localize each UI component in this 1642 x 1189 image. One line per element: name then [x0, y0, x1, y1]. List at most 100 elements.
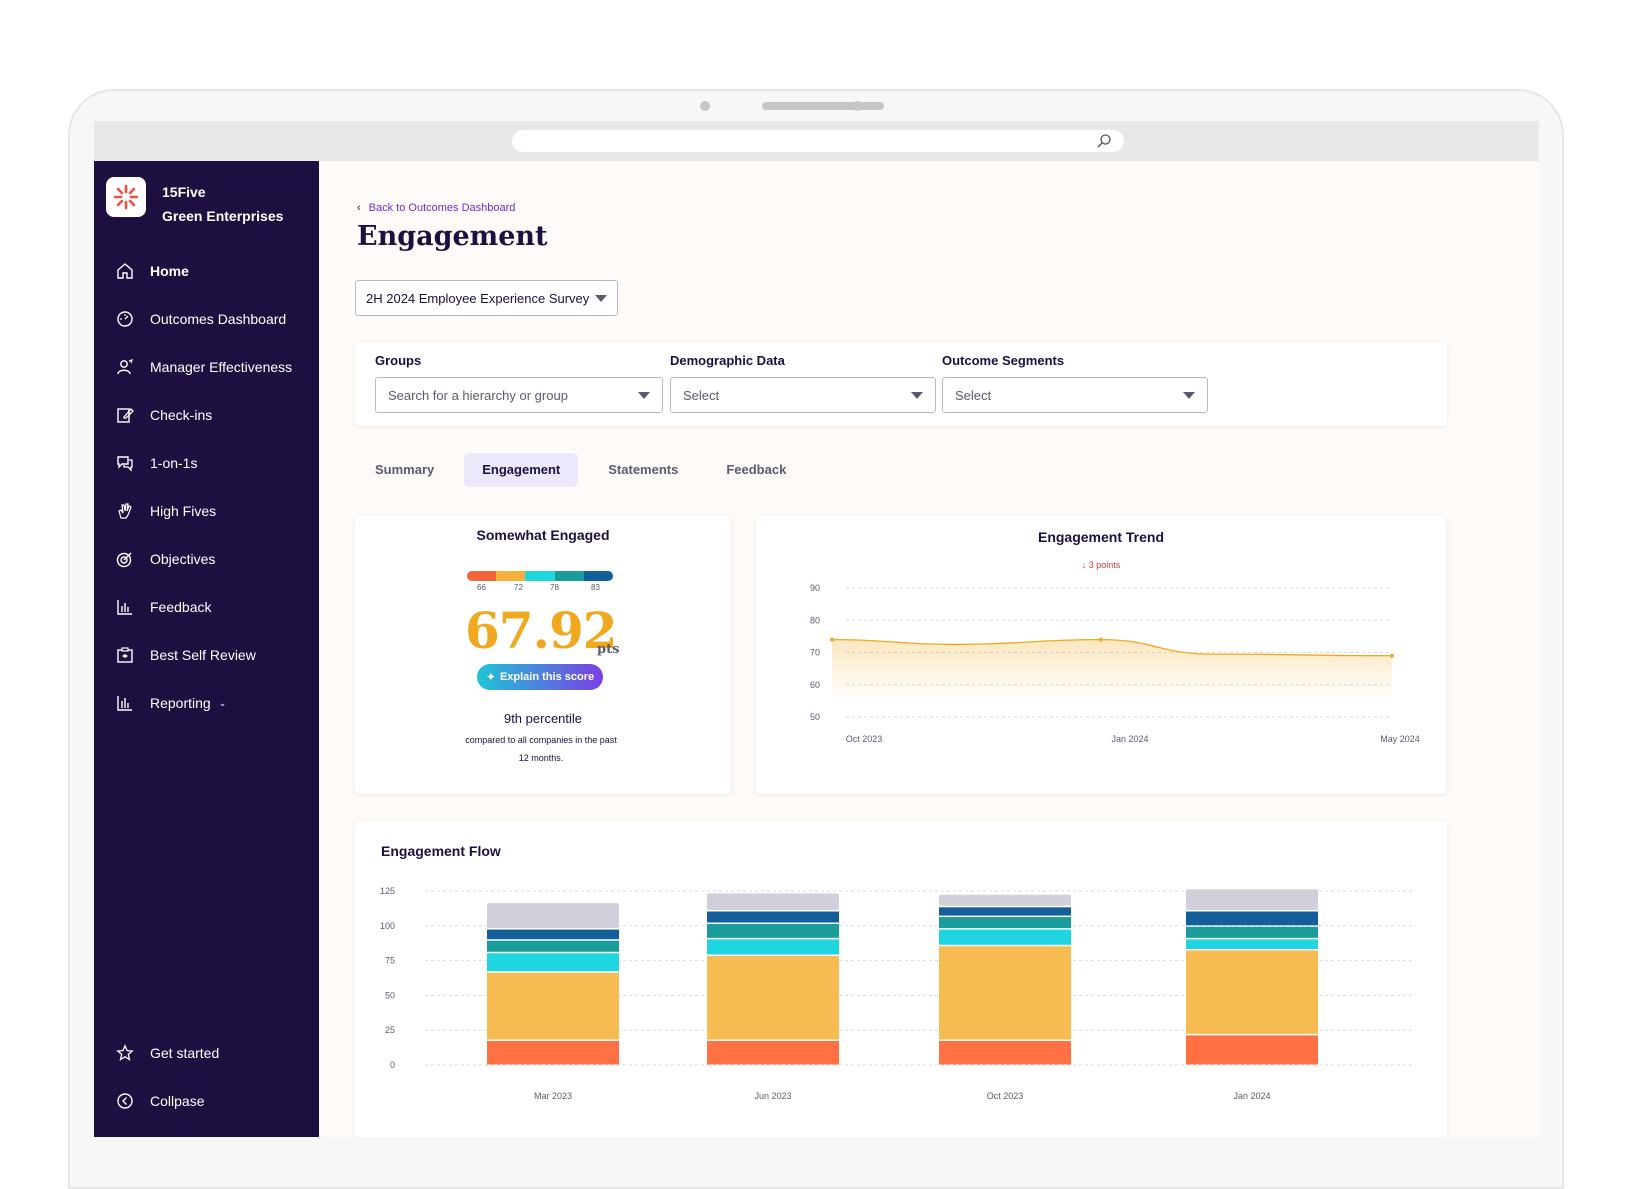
sparkle-icon: ✦ — [485, 670, 496, 684]
survey-select[interactable]: 2H 2024 Employee Experience Survey — [355, 280, 618, 316]
tab-engagement[interactable]: Engagement — [464, 453, 579, 487]
flow-bar-segment[interactable] — [707, 1040, 839, 1065]
sidebar-item-label: Get started — [150, 1045, 220, 1061]
tab-summary[interactable]: Summary — [375, 462, 435, 477]
gauge-segment — [583, 571, 613, 581]
filter-panel: Groups Search for a hierarchy or group D… — [355, 342, 1447, 426]
flow-bar-segment[interactable] — [939, 894, 1071, 906]
high-five-icon — [116, 502, 134, 520]
demographic-select[interactable]: Select — [670, 377, 936, 413]
y-tick-label: 125 — [380, 886, 395, 896]
browser-toolbar — [94, 121, 1539, 161]
tab-bar: Summary Engagement Statements Feedback — [357, 453, 816, 487]
sidebar-item-collapse[interactable]: Collpase — [94, 1077, 319, 1125]
flow-bar-segment[interactable] — [707, 911, 839, 923]
chevron-left-icon: ‹ — [357, 202, 361, 214]
y-tick-label: 50 — [810, 712, 820, 722]
demographic-value: Select — [683, 387, 720, 403]
flow-bar-segment[interactable] — [707, 893, 839, 910]
sidebar-item-feedback[interactable]: Feedback — [94, 583, 319, 631]
sidebar-item-label: Objectives — [150, 551, 216, 567]
gauge-tick: 78 — [550, 583, 559, 592]
trend-point[interactable] — [1390, 653, 1394, 658]
trend-chart: 90 80 70 60 50 Oct 2023 Jan 2024 May 2024 — [810, 583, 1420, 744]
sidebar-item-label: Outcomes Dashboard — [150, 311, 287, 327]
flow-bar-segment[interactable] — [487, 929, 619, 940]
flow-bar-segment[interactable] — [487, 953, 619, 972]
sidebar-item-manager-effectiveness[interactable]: Manager Effectiveness — [94, 343, 319, 391]
flow-bar-segment[interactable] — [707, 939, 839, 955]
flow-bar-segment[interactable] — [1186, 950, 1318, 1034]
gauge-tick: 72 — [514, 583, 523, 592]
groups-label: Groups — [375, 353, 422, 368]
sidebar-item-outcomes-dashboard[interactable]: Outcomes Dashboard — [94, 295, 319, 343]
sidebar-item-label: Feedback — [150, 599, 212, 615]
trend-point[interactable] — [1098, 637, 1103, 642]
y-tick-label: 75 — [385, 956, 395, 966]
gauge-segment — [554, 571, 584, 581]
segments-value: Select — [955, 387, 992, 403]
tab-feedback[interactable]: Feedback — [726, 462, 787, 477]
flow-bar-segment[interactable] — [487, 1040, 619, 1065]
flow-bar-segment[interactable] — [939, 929, 1071, 945]
sidebar-item-best-self-review[interactable]: Best Self Review — [94, 631, 319, 679]
gauge-icon — [116, 310, 134, 328]
bar-chart-icon — [116, 598, 134, 616]
flow-bar-segment[interactable] — [939, 1040, 1071, 1065]
sidebar-nav: Home Outcomes Dashboard Manager Effectiv… — [94, 247, 319, 727]
sidebar: 15Five Green Enterprises Home Outcomes D… — [94, 161, 319, 1137]
engagement-score-value: 67.92 — [465, 601, 618, 660]
flow-bar-segment[interactable] — [707, 924, 839, 938]
flow-bar-segment[interactable] — [707, 956, 839, 1040]
flow-bar-segment[interactable] — [1186, 911, 1318, 926]
segments-select[interactable]: Select — [942, 377, 1208, 413]
sidebar-item-check-ins[interactable]: Check-ins — [94, 391, 319, 439]
chevron-down-icon: ⌄ — [218, 697, 227, 708]
flow-bar-segment[interactable] — [1186, 926, 1318, 938]
sidebar-item-objectives[interactable]: Objectives — [94, 535, 319, 583]
flow-bar-segment[interactable] — [1186, 1035, 1318, 1065]
flow-bar-segment[interactable] — [939, 907, 1071, 916]
browser-window: 15Five Green Enterprises Home Outcomes D… — [94, 121, 1539, 1137]
score-category-title: Somewhat Engaged — [476, 527, 610, 543]
groups-placeholder: Search for a hierarchy or group — [388, 387, 568, 403]
survey-select-value: 2H 2024 Employee Experience Survey — [366, 290, 590, 306]
company-logo — [106, 177, 146, 217]
back-link[interactable]: ‹ Back to Outcomes Dashboard — [357, 202, 515, 214]
collapse-icon — [116, 1092, 134, 1110]
sidebar-item-home[interactable]: Home — [94, 247, 319, 295]
sidebar-item-label: Collpase — [150, 1093, 205, 1109]
flow-bar-segment[interactable] — [487, 940, 619, 952]
caret-down-icon — [911, 391, 923, 399]
flow-bar-segment[interactable] — [939, 946, 1071, 1040]
flow-bar-segment[interactable] — [939, 917, 1071, 929]
groups-search-input[interactable]: Search for a hierarchy or group — [375, 377, 663, 413]
search-icon — [1097, 134, 1111, 148]
sidebar-item-get-started[interactable]: Get started — [94, 1029, 319, 1077]
flow-bar-segment[interactable] — [1186, 939, 1318, 949]
flow-bar-segment[interactable] — [487, 972, 619, 1040]
tab-statements[interactable]: Statements — [608, 462, 679, 477]
star-icon — [116, 1044, 134, 1062]
arrow-down-icon: ↓ — [1081, 560, 1087, 570]
x-tick-label: Mar 2023 — [534, 1091, 572, 1101]
sidebar-item-label: Manager Effectiveness — [150, 359, 293, 375]
x-tick-label: Jun 2023 — [754, 1091, 791, 1101]
flow-bar-segment[interactable] — [487, 903, 619, 929]
sidebar-item-reporting[interactable]: Reporting ⌄ — [94, 679, 319, 727]
sidebar-item-label: High Fives — [150, 503, 217, 519]
gauge-tick: 83 — [591, 583, 600, 592]
caret-down-icon — [638, 391, 650, 399]
address-bar[interactable] — [512, 130, 1124, 152]
engagement-trend-card: Engagement Trend ↓ 3 points 90 80 70 60 50 Oc… — [756, 516, 1446, 794]
sidebar-item-high-fives[interactable]: High Fives — [94, 487, 319, 535]
explain-score-label: Explain this score — [499, 671, 595, 683]
explain-score-button[interactable]: ✦ Explain this score — [477, 664, 603, 690]
flow-bar-segment[interactable] — [1186, 889, 1318, 910]
org-header[interactable]: 15Five Green Enterprises — [106, 177, 283, 228]
engagement-score-card: Somewhat Engaged 66 72 78 83 67.92 pts ✦… — [355, 516, 731, 794]
x-tick-label: Jan 2024 — [1111, 734, 1148, 744]
sidebar-item-one-on-ones[interactable]: 1-on-1s — [94, 439, 319, 487]
trend-point[interactable] — [830, 637, 834, 642]
sidebar-item-label: Check-ins — [150, 407, 213, 423]
